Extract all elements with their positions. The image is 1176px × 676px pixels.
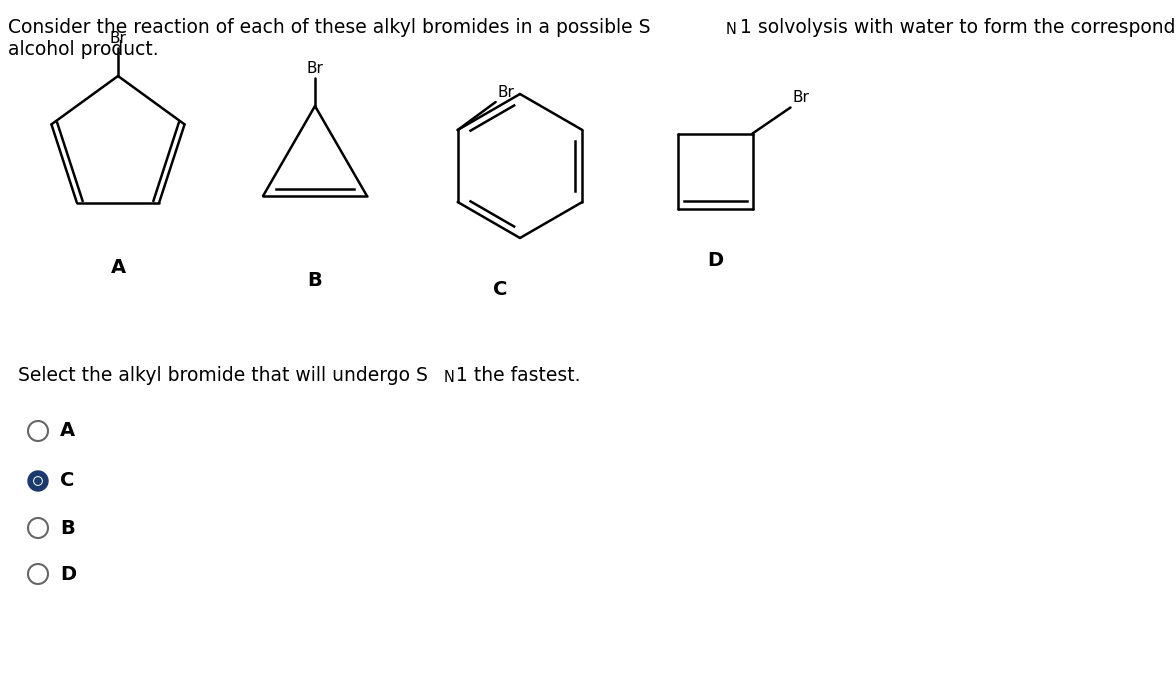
Text: alcohol product.: alcohol product. <box>8 40 159 59</box>
Text: Br: Br <box>497 85 515 100</box>
Circle shape <box>28 471 48 491</box>
Circle shape <box>35 478 41 484</box>
Text: B: B <box>60 518 75 537</box>
Text: B: B <box>308 271 322 290</box>
Text: Select the alkyl bromide that will undergo S: Select the alkyl bromide that will under… <box>18 366 428 385</box>
Text: A: A <box>111 258 126 277</box>
Circle shape <box>34 477 42 485</box>
Text: 1 the fastest.: 1 the fastest. <box>456 366 581 385</box>
Text: A: A <box>60 422 75 441</box>
Text: N: N <box>726 22 737 37</box>
Text: D: D <box>707 251 723 270</box>
Text: Br: Br <box>307 61 323 76</box>
Text: Br: Br <box>109 31 127 46</box>
Text: 1 solvolysis with water to form the corresponding: 1 solvolysis with water to form the corr… <box>740 18 1176 37</box>
Text: C: C <box>60 471 74 491</box>
Text: C: C <box>493 280 507 299</box>
Text: D: D <box>60 564 76 583</box>
Text: Consider the reaction of each of these alkyl bromides in a possible S: Consider the reaction of each of these a… <box>8 18 650 37</box>
Text: Br: Br <box>793 91 809 105</box>
Text: N: N <box>445 370 455 385</box>
